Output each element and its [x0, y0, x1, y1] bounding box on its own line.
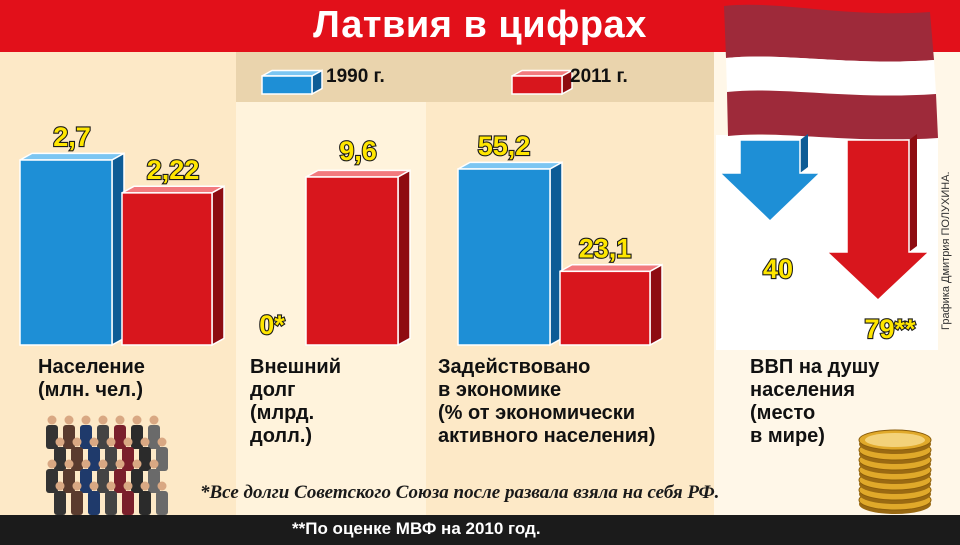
bar-employment-1990 [457, 161, 563, 347]
legend-cubes [261, 69, 573, 96]
value-label-population-2011: 2,22 [147, 155, 200, 185]
bar-population-2011 [121, 185, 225, 347]
value-label-employment-2011: 23,1 [579, 233, 632, 263]
value-label-debt-1990: 0* [259, 310, 285, 340]
category-label-population: Население (млн. чел.) [38, 356, 145, 401]
coin-stack-icon [858, 429, 932, 514]
bar-debt-2011 [305, 169, 411, 347]
value-label-population-1990: 2,7 [53, 122, 91, 152]
bottom-bar [0, 515, 960, 545]
legend-cube-2011 [511, 69, 573, 96]
category-label-gdp: ВВП на душу населения (место в мире) [750, 356, 880, 447]
bars-layer [19, 134, 931, 347]
category-label-employment: Задействовано в экономике (% от экономич… [438, 356, 656, 447]
bar-population-1990 [19, 152, 125, 347]
value-label-employment-1990: 55,2 [478, 131, 531, 161]
arrow-gdp-1990 [718, 134, 822, 223]
bottom-note: **По оценке МВФ на 2010 год. [292, 519, 541, 538]
category-label-debt: Внешний долг (млрд. долл.) [250, 356, 341, 447]
value-label-gdp-1990: 40 [763, 254, 793, 284]
value-labels-layer: 2,7 2,22 0* 9,6 55,2 23,1 40 79** [52, 121, 917, 345]
chart-title: Латвия в цифрах [313, 4, 647, 46]
latvia-flag-icon [724, 4, 938, 140]
arrow-gdp-2011 [825, 134, 931, 302]
footnote: *Все долги Советского Союза после развал… [200, 482, 720, 503]
value-label-gdp-2011: 79** [864, 314, 916, 344]
people-crowd-icon [46, 415, 168, 515]
legend-label-2011: 2011 г. [570, 66, 628, 87]
value-label-debt-2011: 9,6 [339, 136, 377, 166]
graphics-credit: Графика Дмитрия ПОЛУХИНА. [940, 171, 952, 330]
legend-cube-1990 [261, 69, 323, 96]
legend-label-1990: 1990 г. [326, 66, 385, 87]
bar-employment-2011 [559, 263, 663, 347]
